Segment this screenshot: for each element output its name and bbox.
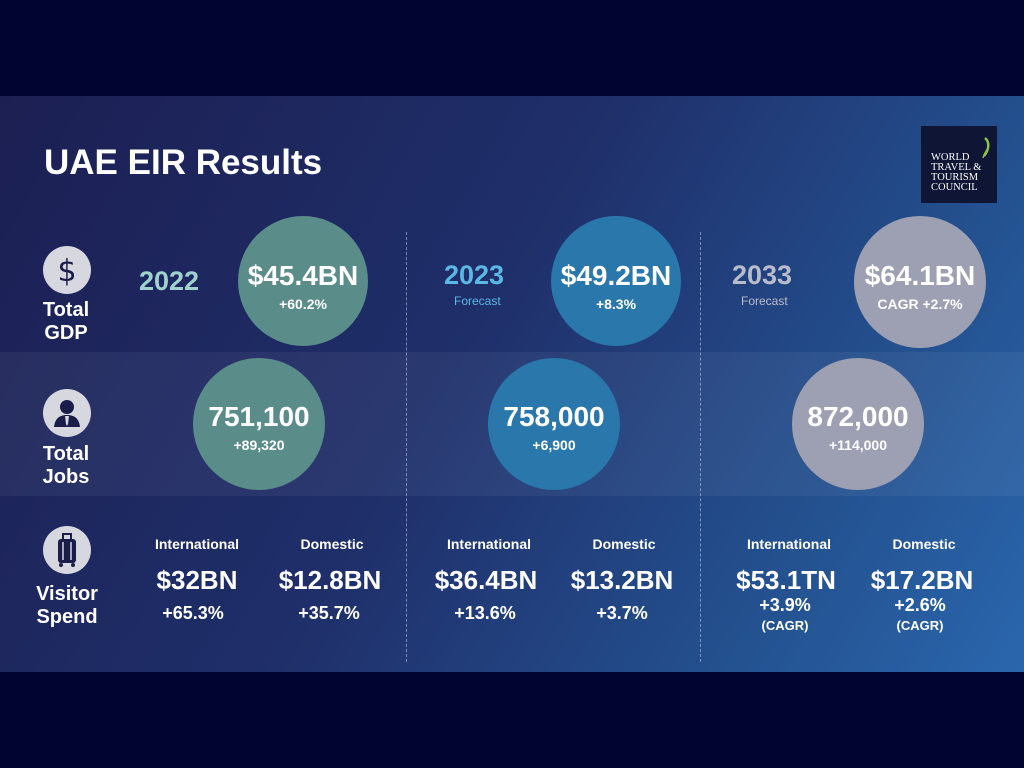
- domestic-spend-value: $12.8BN: [278, 565, 382, 595]
- gdp-change: +8.3%: [595, 296, 637, 312]
- spend-label: Visitor Spend: [36, 583, 98, 628]
- forecast-label: Forecast: [454, 294, 501, 308]
- jobs-circle: 758,000 +6,900: [488, 358, 620, 490]
- jobs-circle: 751,100 +89,320: [193, 358, 325, 490]
- forecast-label: Forecast: [741, 294, 788, 308]
- international-spend-change: +65.3%: [162, 603, 224, 623]
- international-spend-value: $36.4BN: [434, 565, 538, 595]
- gdp-circle: $45.4BN +60.2%: [238, 216, 368, 346]
- domestic-spend-value: $13.2BN: [570, 565, 674, 595]
- jobs-change: +114,000: [828, 437, 887, 453]
- international-heading: International: [154, 536, 239, 552]
- gdp-value: $49.2BN: [560, 260, 672, 291]
- wttc-logo: WORLD TRAVEL & TOURISM COUNCIL: [921, 126, 997, 203]
- gdp-change: CAGR +2.7%: [877, 296, 963, 312]
- jobs-change: +6,900: [532, 437, 576, 453]
- svg-text:$: $: [57, 254, 76, 289]
- jobs-change: +89,320: [233, 437, 285, 453]
- gdp-value: $64.1BN: [864, 260, 976, 291]
- international-heading: International: [446, 536, 531, 552]
- international-spend-note: (CAGR): [761, 618, 809, 633]
- year-label: 2022: [139, 266, 200, 296]
- gdp-circle: $49.2BN +8.3%: [551, 216, 681, 346]
- international-spend-value: $32BN: [156, 565, 238, 595]
- domestic-heading: Domestic: [592, 536, 656, 552]
- domestic-heading: Domestic: [892, 536, 956, 552]
- gdp-label: Total GDP: [42, 299, 90, 344]
- international-heading: International: [746, 536, 831, 552]
- domestic-spend-change: +2.6%: [894, 595, 946, 615]
- jobs-label: Total Jobs: [42, 443, 90, 488]
- domestic-spend-note: (CAGR): [896, 618, 944, 633]
- suitcase-icon: [43, 526, 91, 574]
- domestic-heading: Domestic: [300, 536, 364, 552]
- leaf-icon: [982, 137, 990, 159]
- year-label: 2023: [444, 260, 505, 290]
- logo-text: WORLD TRAVEL & TOURISM COUNCIL: [931, 152, 982, 193]
- gdp-value: $45.4BN: [247, 260, 359, 291]
- gdp-change: +60.2%: [279, 296, 327, 312]
- domestic-spend-change: +3.7%: [596, 603, 648, 623]
- jobs-value: 751,100: [208, 401, 310, 432]
- domestic-spend-value: $17.2BN: [870, 565, 974, 595]
- gdp-circle: $64.1BN CAGR +2.7%: [854, 216, 986, 348]
- jobs-circle: 872,000 +114,000: [792, 358, 924, 490]
- international-spend-value: $53.1TN: [736, 565, 836, 595]
- domestic-spend-change: +35.7%: [298, 603, 360, 623]
- column-divider: [700, 232, 701, 662]
- year-label: 2033: [732, 260, 793, 290]
- jobs-value: 758,000: [503, 401, 605, 432]
- dollar-icon: $: [43, 246, 91, 294]
- person-icon: [43, 389, 91, 437]
- page-title: UAE EIR Results: [44, 143, 323, 182]
- jobs-value: 872,000: [807, 401, 909, 432]
- international-spend-change: +3.9%: [759, 595, 811, 615]
- international-spend-change: +13.6%: [454, 603, 516, 623]
- column-divider: [406, 232, 407, 662]
